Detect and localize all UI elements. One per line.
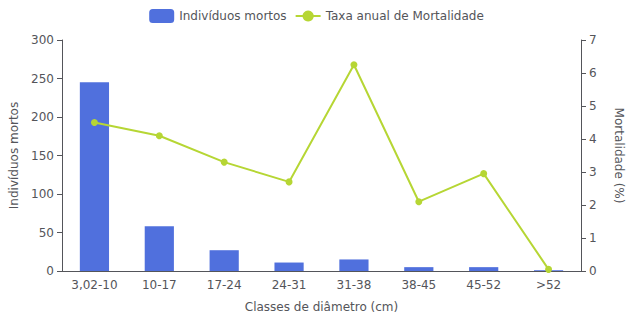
svg-text:150: 150 <box>31 149 54 163</box>
svg-text:10-17: 10-17 <box>142 278 177 292</box>
svg-text:7: 7 <box>589 33 597 47</box>
svg-text:Taxa anual de Mortalidade: Taxa anual de Mortalidade <box>325 9 484 23</box>
svg-text:0: 0 <box>46 264 54 278</box>
svg-text:0: 0 <box>589 264 597 278</box>
svg-text:3,02-10: 3,02-10 <box>71 278 117 292</box>
svg-text:100: 100 <box>31 187 54 201</box>
svg-text:6: 6 <box>589 66 597 80</box>
svg-text:Indivíduos mortos: Indivíduos mortos <box>7 102 21 209</box>
svg-text:31-38: 31-38 <box>337 278 372 292</box>
svg-text:4: 4 <box>589 132 597 146</box>
svg-text:Indivíduos mortos: Indivíduos mortos <box>179 9 286 23</box>
svg-text:24-31: 24-31 <box>272 278 307 292</box>
svg-text:50: 50 <box>39 226 54 240</box>
svg-text:45-52: 45-52 <box>466 278 501 292</box>
svg-text:>52: >52 <box>536 278 561 292</box>
svg-text:1: 1 <box>589 231 597 245</box>
svg-text:38-45: 38-45 <box>401 278 436 292</box>
svg-text:5: 5 <box>589 99 597 113</box>
svg-text:250: 250 <box>31 72 54 86</box>
svg-text:300: 300 <box>31 33 54 47</box>
svg-text:2: 2 <box>589 198 597 212</box>
svg-text:200: 200 <box>31 110 54 124</box>
svg-text:17-24: 17-24 <box>207 278 242 292</box>
svg-text:Mortalidade (%): Mortalidade (%) <box>612 108 626 204</box>
svg-text:Classes de diâmetro (cm): Classes de diâmetro (cm) <box>245 300 398 314</box>
svg-text:3: 3 <box>589 165 597 179</box>
